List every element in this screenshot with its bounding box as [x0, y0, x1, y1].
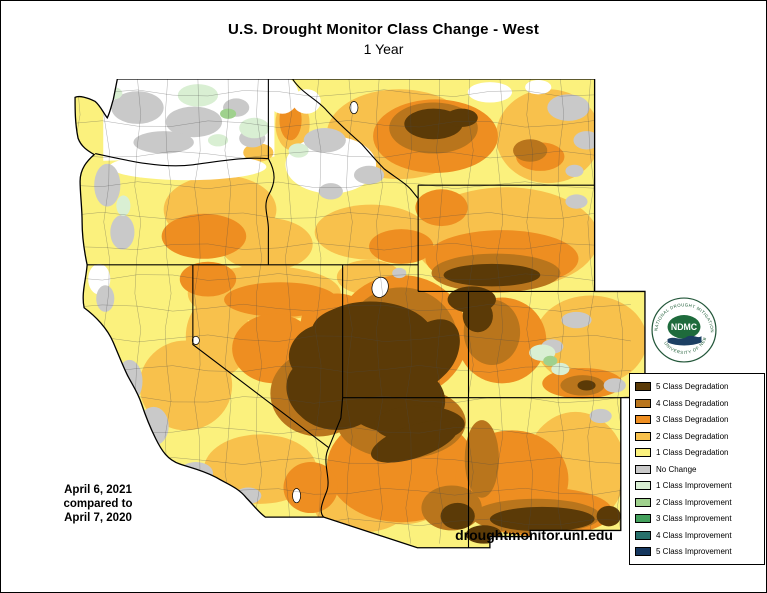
legend-swatch — [635, 431, 651, 441]
legend-swatch — [635, 398, 651, 408]
legend-item: 1 Class Improvement — [635, 479, 759, 492]
date-line-2: compared to — [63, 497, 133, 510]
legend-item: 2 Class Degradation — [635, 430, 759, 443]
legend-label: 1 Class Improvement — [656, 481, 732, 490]
legend-item: 5 Class Improvement — [635, 545, 759, 558]
legend-label: 2 Class Degradation — [656, 431, 729, 441]
legend-label: 4 Class Degradation — [656, 398, 729, 408]
imp2-areas — [220, 108, 558, 366]
page-subtitle: 1 Year — [363, 41, 404, 57]
legend-swatch — [635, 415, 651, 424]
legend-label: 3 Class Degradation — [656, 415, 729, 424]
legend-item: No Change — [635, 463, 759, 476]
legend-swatch — [635, 464, 651, 474]
legend-swatch — [635, 547, 651, 556]
legend-item: 5 Class Degradation — [635, 380, 759, 393]
legend-label: 5 Class Degradation — [656, 382, 729, 391]
logo-emblem — [667, 315, 701, 339]
legend-swatch — [635, 448, 651, 457]
site-url: droughtmonitor.unl.edu — [455, 527, 613, 543]
legend-item: 2 Class Improvement — [635, 496, 759, 509]
legend-swatch — [635, 497, 651, 507]
legend-swatch — [635, 514, 651, 523]
legend-item: 4 Class Degradation — [635, 397, 759, 410]
ndmc-logo: NATIONAL DROUGHT MITIGATION CENTER UNIVE… — [648, 292, 718, 364]
legend-label: 4 Class Improvement — [656, 530, 732, 540]
legend-label: 3 Class Improvement — [656, 514, 732, 523]
legend-swatch — [635, 382, 651, 391]
imp1-areas — [104, 84, 570, 376]
date-note: April 6, 2021 compared to April 7, 2020 — [31, 484, 165, 525]
legend: 5 Class Degradation 4 Class Degradation 3 … — [629, 373, 765, 565]
lakes — [192, 101, 389, 504]
logo-center-text: NDMC — [671, 322, 698, 332]
legend-swatch — [635, 481, 651, 490]
legend-items: 5 Class Degradation 4 Class Degradation 3 … — [635, 380, 759, 558]
state-borders — [87, 79, 645, 548]
legend-item: 1 Class Degradation — [635, 446, 759, 459]
legend-item: 4 Class Improvement — [635, 529, 759, 542]
legend-item: 3 Class Improvement — [635, 512, 759, 525]
deg5-areas — [286, 108, 621, 544]
drought-map-svg — [74, 78, 646, 549]
legend-swatch — [635, 530, 651, 540]
legend-label: 1 Class Degradation — [656, 448, 729, 457]
drought-map — [67, 78, 651, 559]
legend-label: 5 Class Improvement — [656, 547, 732, 556]
legend-item: 3 Class Degradation — [635, 413, 759, 426]
logo-wave — [667, 335, 702, 346]
page-title: U.S. Drought Monitor Class Change - West — [227, 21, 540, 38]
legend-label: No Change — [656, 464, 697, 474]
ndmc-logo-svg: NATIONAL DROUGHT MITIGATION CENTER UNIVE… — [648, 292, 717, 363]
map-fill-layers — [75, 79, 645, 548]
date-line-3: April 7, 2020 — [64, 511, 132, 524]
date-line-1: April 6, 2021 — [64, 484, 132, 496]
legend-label: 2 Class Improvement — [656, 497, 732, 507]
